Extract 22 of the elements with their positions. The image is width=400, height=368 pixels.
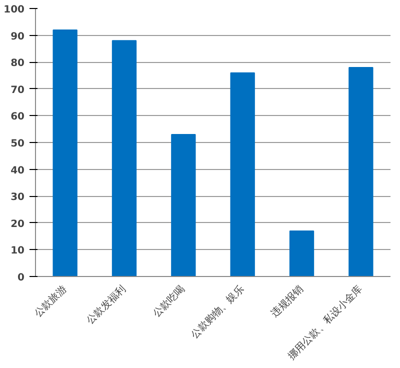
x-tick-label: 公款购物、娱乐 (188, 282, 246, 341)
bar (348, 66, 374, 276)
y-tick-label: 90 (10, 31, 25, 42)
bar (289, 230, 314, 276)
y-tick-label: 20 (10, 218, 25, 230)
y-tick-label: 60 (10, 112, 25, 123)
y-tick-label: 40 (10, 165, 25, 176)
y-tick-label: 0 (18, 272, 25, 284)
y-tick-label: 50 (10, 138, 25, 150)
x-tick-label: 公款发福利 (84, 282, 128, 327)
y-tick-label: 100 (4, 4, 25, 16)
y-tick-label: 80 (10, 58, 25, 70)
bar (171, 134, 196, 276)
bar (112, 40, 137, 276)
bar (230, 72, 255, 276)
y-tick-label: 10 (10, 246, 25, 257)
x-tick-label: 公款旅游 (32, 282, 69, 320)
y-tick-label: 70 (10, 84, 25, 96)
x-tick-label: 公款吃喝 (150, 282, 188, 320)
x-tick-label: 违规报销 (268, 282, 306, 320)
bar (52, 29, 78, 276)
y-tick-label: 30 (10, 192, 25, 204)
